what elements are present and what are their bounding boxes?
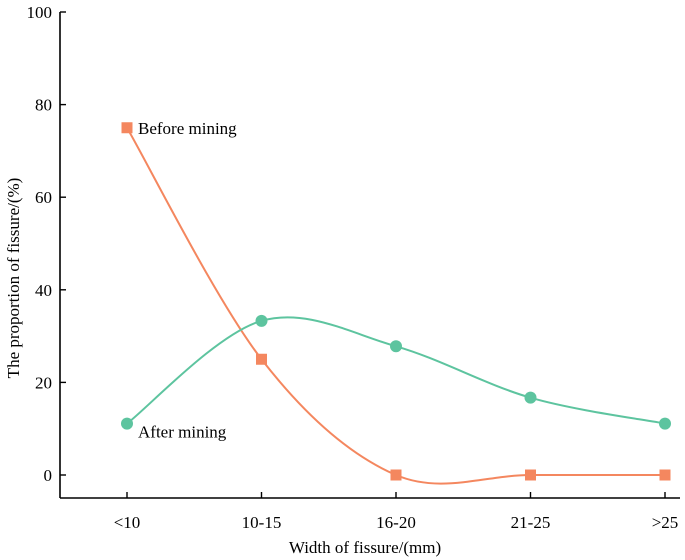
x-tick-label: <10 bbox=[114, 513, 141, 532]
before-mining-point bbox=[121, 122, 133, 134]
x-tick-label: >25 bbox=[652, 513, 679, 532]
before-mining-point bbox=[390, 469, 402, 481]
before-mining-line bbox=[126, 127, 665, 485]
plot-area: 0 20 40 60 80 100 <10 10-15 16-20 21-25 >25 Before … bbox=[27, 3, 680, 532]
x-tick-label: 10-15 bbox=[242, 513, 282, 532]
after-mining-line bbox=[126, 316, 666, 425]
y-tick-label: 100 bbox=[27, 3, 53, 22]
after-mining-point bbox=[659, 417, 671, 430]
x-axis-label: Width of fissure/(mm) bbox=[289, 538, 441, 557]
series-label-before-mining: Before mining bbox=[138, 119, 237, 138]
before-mining-point bbox=[659, 469, 671, 481]
y-tick-label: 20 bbox=[35, 373, 52, 392]
before-mining-point bbox=[256, 353, 267, 365]
before-mining-point bbox=[525, 469, 536, 481]
y-axis-label: The proportion of fissure/(%) bbox=[4, 178, 23, 379]
y-tick-label: 0 bbox=[44, 466, 53, 485]
y-tick-label: 60 bbox=[35, 188, 52, 207]
after-mining-point bbox=[524, 391, 537, 404]
x-tick-label: 16-20 bbox=[376, 513, 416, 532]
series-label-after-mining: After mining bbox=[138, 423, 227, 442]
after-mining-point bbox=[255, 314, 268, 327]
x-tick-label: 21-25 bbox=[511, 513, 551, 532]
after-mining-point bbox=[390, 340, 402, 353]
y-tick-label: 80 bbox=[35, 96, 52, 115]
y-tick-label: 40 bbox=[35, 281, 52, 300]
after-mining-point bbox=[121, 417, 133, 430]
